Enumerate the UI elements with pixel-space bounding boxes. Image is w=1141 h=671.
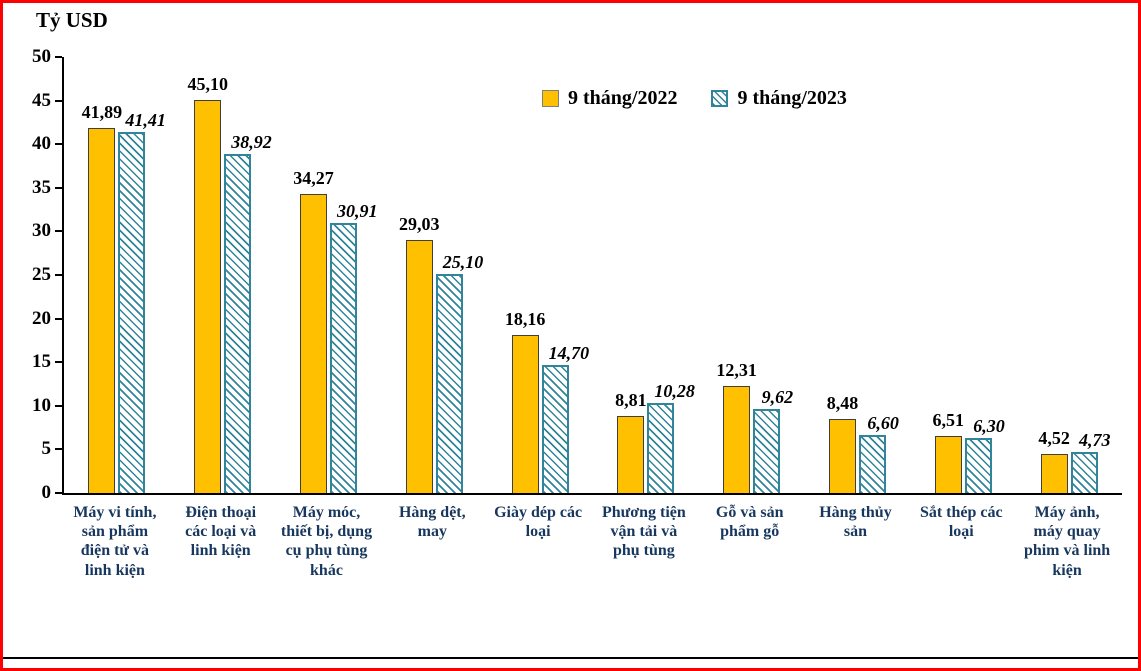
value-label: 38,92 bbox=[231, 131, 272, 152]
value-label: 12,31 bbox=[716, 359, 757, 380]
value-label: 6,60 bbox=[867, 413, 899, 434]
bar-group: 45,10 38,92 bbox=[170, 57, 276, 493]
category-label: Gỗ và sản phẩm gỗ bbox=[715, 504, 784, 541]
value-label: 25,10 bbox=[442, 252, 484, 273]
bar-2023: 6,60 bbox=[858, 413, 899, 493]
category-label: Sắt thép các loại bbox=[919, 504, 1003, 541]
value-label: 34,27 bbox=[293, 168, 334, 189]
bar-2023: 6,30 bbox=[964, 416, 1005, 493]
y-tick-mark bbox=[55, 56, 62, 58]
bar-2023: 30,91 bbox=[329, 201, 378, 493]
y-tick-mark bbox=[55, 448, 62, 451]
value-label: 4,52 bbox=[1038, 427, 1070, 448]
y-tick-label: 0 bbox=[41, 482, 52, 503]
category-label: Hàng dệt, may bbox=[398, 504, 466, 541]
category-label: Hàng thủy sản bbox=[819, 504, 892, 541]
category-label: Phương tiện vận tải và phụ tùng bbox=[601, 504, 686, 560]
y-tick-label: 20 bbox=[32, 307, 51, 329]
bar-2022: 8,48 bbox=[827, 393, 858, 493]
bars-container: 41,89 41,41 45,10 38,92 34,27 30,91 29,03 25,10… bbox=[64, 57, 1122, 493]
y-tick-label: 15 bbox=[32, 351, 51, 373]
y-tick-label: 50 bbox=[32, 46, 51, 67]
y-tick-mark bbox=[55, 317, 62, 320]
bar-group: 4,52 4,73 bbox=[1016, 57, 1122, 493]
y-tick-mark bbox=[55, 404, 62, 407]
bar-group: 12,31 9,62 bbox=[699, 57, 805, 493]
value-label: 9,62 bbox=[761, 387, 794, 408]
bar-group: 8,81 10,28 bbox=[593, 57, 699, 493]
y-tick-mark bbox=[55, 230, 62, 233]
value-label: 41,89 bbox=[81, 101, 123, 122]
y-tick-mark bbox=[55, 99, 62, 102]
y-tick-mark bbox=[55, 143, 62, 146]
bar-2023: 10,28 bbox=[647, 381, 695, 493]
bar-2022: 12,31 bbox=[716, 360, 757, 493]
y-tick-mark bbox=[55, 274, 62, 276]
bar-group: 6,51 6,30 bbox=[910, 57, 1016, 493]
y-tick-label: 10 bbox=[32, 394, 51, 416]
bar-2023: 25,10 bbox=[435, 252, 483, 493]
bar-group: 8,48 6,60 bbox=[805, 57, 911, 493]
value-label: 29,03 bbox=[399, 213, 440, 234]
plot-area: 41,89 41,41 45,10 38,92 34,27 30,91 29,03 25,10… bbox=[55, 56, 1122, 495]
bar-2022: 4,52 bbox=[1038, 428, 1070, 493]
legend-label-2023: 9 tháng/2023 bbox=[737, 87, 847, 109]
legend-item-2023: 9 tháng/2023 bbox=[711, 87, 847, 110]
y-tick-label: 35 bbox=[32, 176, 51, 198]
category-label: Giày dép các loại bbox=[494, 504, 583, 541]
bar-2023: 9,62 bbox=[753, 387, 793, 493]
bottom-border-line bbox=[3, 657, 1138, 659]
bar-2023: 14,70 bbox=[541, 343, 589, 493]
legend: 9 tháng/2022 9 tháng/2023 bbox=[542, 87, 847, 110]
value-label: 6,30 bbox=[973, 416, 1005, 437]
y-axis-tick-labels: 0 5 10 15 20 25 30 35 40 45 50 bbox=[3, 46, 52, 503]
y-tick-label: 40 bbox=[32, 133, 51, 155]
bar-2022: 6,51 bbox=[933, 410, 964, 493]
bar-2022: 41,89 bbox=[82, 102, 122, 493]
legend-label-2022: 9 tháng/2022 bbox=[568, 87, 678, 109]
legend-item-2022: 9 tháng/2022 bbox=[542, 87, 677, 110]
value-label: 8,81 bbox=[615, 390, 647, 411]
value-label: 10,28 bbox=[654, 381, 695, 402]
y-tick-label: 5 bbox=[41, 438, 52, 460]
category-label: Máy ảnh, máy quay phim và linh kiện bbox=[1023, 504, 1111, 579]
value-label: 6,51 bbox=[932, 410, 965, 431]
bar-2022: 29,03 bbox=[399, 214, 440, 493]
value-label: 8,48 bbox=[826, 393, 859, 414]
bar-group: 34,27 30,91 bbox=[276, 57, 382, 493]
bar-group: 41,89 41,41 bbox=[64, 57, 170, 493]
y-tick-label: 45 bbox=[32, 89, 51, 111]
value-label: 45,10 bbox=[187, 73, 228, 94]
value-label: 4,73 bbox=[1079, 429, 1111, 450]
value-label: 18,16 bbox=[504, 308, 546, 329]
bar-2022: 18,16 bbox=[505, 309, 545, 493]
y-tick-mark bbox=[55, 186, 62, 189]
bar-2023: 41,41 bbox=[118, 110, 166, 493]
y-tick-label: 30 bbox=[32, 220, 51, 242]
bar-2022: 8,81 bbox=[615, 390, 647, 493]
y-axis-unit-label: Tỷ USD bbox=[36, 8, 108, 32]
bar-2023: 4,73 bbox=[1070, 430, 1111, 493]
y-tick-mark bbox=[55, 361, 62, 364]
bar-2023: 38,92 bbox=[224, 132, 272, 493]
value-label: 14,70 bbox=[548, 342, 590, 363]
bar-2022: 45,10 bbox=[187, 74, 228, 493]
bar-group: 18,16 14,70 bbox=[487, 57, 593, 493]
y-tick-label: 25 bbox=[32, 264, 51, 285]
value-label: 30,91 bbox=[337, 201, 378, 222]
legend-swatch-2023-icon bbox=[711, 90, 729, 107]
value-label: 41,41 bbox=[125, 109, 166, 130]
y-tick-mark bbox=[55, 492, 62, 494]
category-label: Điện thoại các loại và linh kiện bbox=[185, 504, 257, 560]
bar-group: 29,03 25,10 bbox=[381, 57, 487, 493]
bar-2022: 34,27 bbox=[293, 168, 334, 493]
category-label: Máy vi tính, sản phẩm điện tử và linh ki… bbox=[73, 504, 157, 579]
category-label: Máy móc, thiết bị, dụng cụ phụ tùng khác bbox=[280, 504, 373, 579]
legend-swatch-2022-icon bbox=[542, 90, 559, 107]
category-labels-row: Máy vi tính, sản phẩm điện tử và linh ki… bbox=[62, 503, 1120, 580]
